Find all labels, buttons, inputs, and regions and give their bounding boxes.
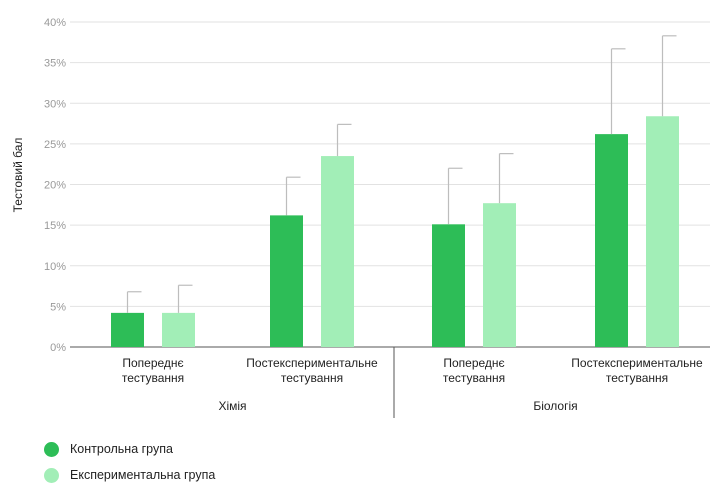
bar xyxy=(270,215,303,347)
y-tick-label: 10% xyxy=(44,261,66,273)
y-axis-label: Тестовий бал xyxy=(11,138,25,213)
bar xyxy=(432,224,465,347)
y-tick-label: 40% xyxy=(44,17,66,29)
x-tick-label: Постекспериментальне xyxy=(246,356,378,370)
x-axis: ПопереднєтестуванняПостекспериментальнет… xyxy=(122,347,703,418)
legend-item-experimental: Експериментальна група xyxy=(44,462,215,488)
x-tick-label: Постекспериментальне xyxy=(571,356,703,370)
y-tick-label: 5% xyxy=(50,301,66,313)
x-tick-label: Попереднє xyxy=(443,356,504,370)
bar xyxy=(595,134,628,347)
legend-label-experimental: Експериментальна група xyxy=(70,468,216,482)
x-tick-label: тестування xyxy=(122,371,184,385)
bars xyxy=(111,116,679,347)
group-label: Хімія xyxy=(218,399,246,413)
y-tick-label: 35% xyxy=(44,58,66,70)
y-axis-ticks: 0% 5% 10% 15% 20% 25% 30% 35% 40% xyxy=(44,17,66,354)
gridlines xyxy=(70,21,710,348)
bar xyxy=(162,312,195,347)
legend-label-control: Контрольна група xyxy=(70,442,173,456)
x-tick-label: Попереднє xyxy=(122,356,183,370)
x-tick-label: тестування xyxy=(606,371,668,385)
y-tick-label: 0% xyxy=(50,342,66,354)
x-tick-label: тестування xyxy=(281,371,343,385)
bar xyxy=(483,203,516,347)
bar xyxy=(321,156,354,347)
x-tick-label: тестування xyxy=(443,371,505,385)
legend-swatch-experimental xyxy=(44,467,59,483)
error-bars xyxy=(126,35,677,313)
y-tick-label: 30% xyxy=(44,98,66,110)
y-tick-label: 20% xyxy=(44,180,66,192)
bar xyxy=(646,116,679,347)
legend: Контрольна група Експериментальна група xyxy=(44,436,215,488)
legend-swatch-control xyxy=(44,441,59,457)
legend-item-control: Контрольна група xyxy=(44,436,215,462)
y-tick-label: 25% xyxy=(44,139,66,151)
bar xyxy=(111,312,144,347)
y-tick-label: 15% xyxy=(44,220,66,232)
group-label: Біологія xyxy=(533,399,577,413)
